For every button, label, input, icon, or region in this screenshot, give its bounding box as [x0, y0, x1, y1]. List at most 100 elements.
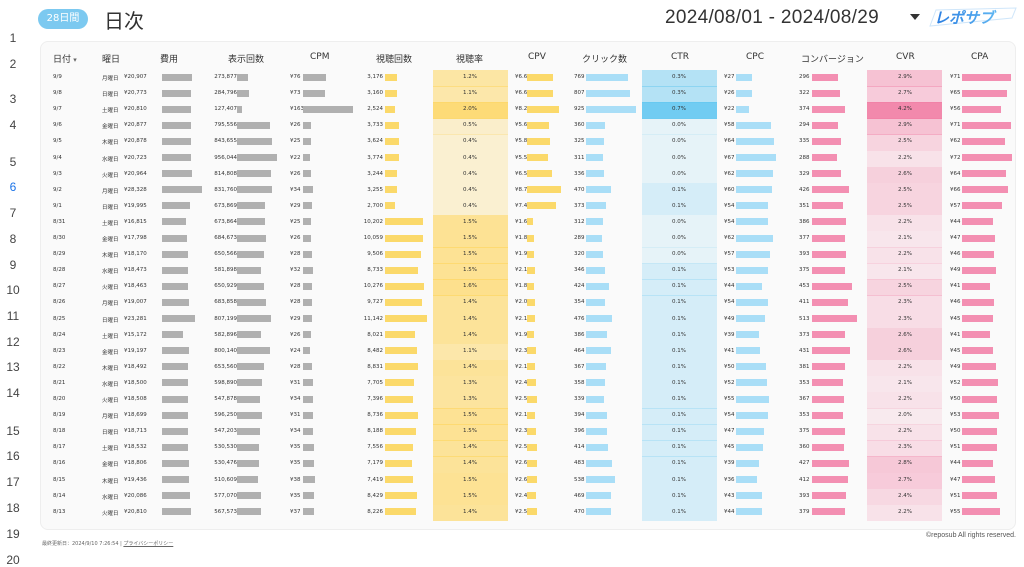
date-range-picker[interactable]: 2024/08/01 - 2024/08/29 — [665, 7, 879, 28]
sheet-row-number[interactable]: 18 — [6, 501, 20, 515]
data-bar — [385, 266, 418, 274]
data-bar — [303, 443, 314, 451]
column-header[interactable]: CPA — [971, 52, 989, 62]
sheet-row-number[interactable]: 9 — [9, 258, 17, 272]
table-cell: ¥23,281 — [124, 315, 147, 322]
sheet-row-number[interactable]: 3 — [9, 92, 17, 106]
table-cell: 8,226 — [367, 508, 383, 515]
data-bar — [527, 492, 537, 500]
heat-cell — [433, 70, 508, 87]
data-bar — [237, 105, 243, 113]
sheet-row-number[interactable]: 17 — [6, 475, 20, 489]
table-cell: ¥62 — [724, 170, 735, 177]
table-cell: 9/3 — [53, 170, 62, 177]
range-badge[interactable]: 28日間 — [38, 9, 88, 29]
table-cell: ¥20,773 — [124, 90, 147, 97]
table-cell: 393 — [799, 492, 810, 499]
column-header[interactable]: クリック数 — [582, 55, 628, 65]
chevron-down-icon[interactable] — [910, 14, 920, 20]
column-header[interactable]: CPC — [746, 52, 764, 62]
table-cell: ¥18,713 — [124, 428, 147, 435]
heat-cell — [642, 392, 717, 409]
sheet-row-number[interactable]: 11 — [6, 309, 20, 323]
column-header[interactable]: コンバージョン — [801, 55, 864, 65]
table-cell: 2.1% — [898, 235, 912, 241]
heat-cell — [433, 150, 508, 168]
table-cell: ¥27 — [724, 74, 735, 80]
column-header[interactable]: 視聴率 — [456, 55, 484, 65]
table-cell: 396 — [574, 428, 585, 435]
table-cell: 683,858 — [214, 299, 237, 306]
table-cell: 7,556 — [367, 444, 383, 451]
data-bar — [586, 476, 616, 483]
table-cell: 284,796 — [214, 90, 237, 97]
data-bar — [962, 411, 999, 419]
table-cell: 1.5% — [463, 235, 477, 241]
column-header[interactable]: 日付 — [53, 52, 77, 65]
heat-cell — [642, 198, 717, 216]
column-header[interactable]: CVR — [896, 52, 915, 62]
table-cell: ¥37 — [290, 508, 301, 515]
table-cell: 0.1% — [672, 283, 686, 290]
column-header[interactable]: 視聴回数 — [376, 55, 413, 65]
table-cell: 800,140 — [214, 347, 237, 354]
column-header[interactable]: CTR — [671, 52, 690, 62]
data-bar — [385, 105, 395, 113]
column-header[interactable]: 表示回数 — [228, 55, 265, 65]
table-cell: 538 — [574, 476, 585, 483]
table-cell: 10,202 — [363, 218, 383, 225]
sheet-row-number[interactable]: 15 — [6, 424, 20, 438]
sheet-row-number[interactable]: 2 — [9, 57, 17, 71]
heat-cell — [433, 134, 508, 151]
table-cell: 2.3% — [898, 299, 912, 306]
column-header[interactable]: CPM — [310, 52, 330, 62]
column-header[interactable]: 費用 — [160, 55, 179, 65]
table-cell: ¥54 — [724, 218, 735, 225]
column-header[interactable]: 曜日 — [102, 55, 121, 65]
sheet-row-number[interactable]: 16 — [6, 449, 20, 463]
sheet-row-number[interactable]: 4 — [9, 118, 17, 132]
sheet-row-number[interactable]: 14 — [6, 386, 20, 400]
table-cell: 7,705 — [367, 379, 383, 386]
table-cell: 386 — [799, 218, 810, 225]
heat-cell — [433, 118, 508, 135]
data-bar — [812, 508, 846, 516]
data-bar — [385, 218, 424, 226]
data-bar — [303, 218, 311, 226]
table-cell: 577,070 — [214, 492, 237, 499]
sheet-row-number[interactable]: 20 — [6, 553, 20, 567]
table-cell: ¥47 — [950, 235, 961, 241]
data-bar — [162, 363, 189, 371]
sheet-row-number[interactable]: 8 — [9, 232, 17, 246]
sheet-row-number[interactable]: 12 — [6, 335, 20, 349]
sheet-row-number[interactable]: 19 — [6, 527, 20, 541]
data-bar — [527, 282, 535, 290]
heat-cell — [642, 440, 717, 457]
table-cell: 653,560 — [214, 363, 237, 370]
table-cell: ¥1.6 — [515, 218, 528, 225]
sheet-row-number[interactable]: 10 — [6, 283, 20, 297]
sheet-row-number[interactable]: 5 — [9, 155, 17, 169]
sheet-row-number[interactable]: 6 — [0, 176, 26, 196]
sheet-row-number[interactable]: 7 — [9, 206, 17, 220]
privacy-policy-link[interactable]: プライバシーポリシー — [123, 541, 174, 547]
sheet-row-number[interactable]: 13 — [6, 360, 20, 374]
data-bar — [527, 476, 538, 483]
table-cell: 8,429 — [367, 492, 383, 499]
table-cell: ¥28 — [290, 299, 301, 306]
table-cell: 510,609 — [214, 476, 237, 483]
data-bar — [237, 186, 272, 194]
data-bar — [736, 379, 768, 387]
data-bar — [962, 121, 1012, 129]
sheet-row-number[interactable]: 1 — [9, 31, 17, 45]
table-cell: ¥163 — [290, 106, 304, 113]
data-bar — [385, 73, 397, 81]
column-header[interactable]: CPV — [528, 52, 546, 62]
data-bar — [527, 137, 550, 145]
table-cell: 日曜日 — [102, 204, 119, 211]
table-cell: 水曜日 — [102, 269, 119, 276]
data-bar — [237, 234, 266, 242]
table-cell: 2.5% — [898, 202, 912, 209]
heat-cell — [433, 198, 508, 216]
data-bar — [586, 363, 606, 371]
